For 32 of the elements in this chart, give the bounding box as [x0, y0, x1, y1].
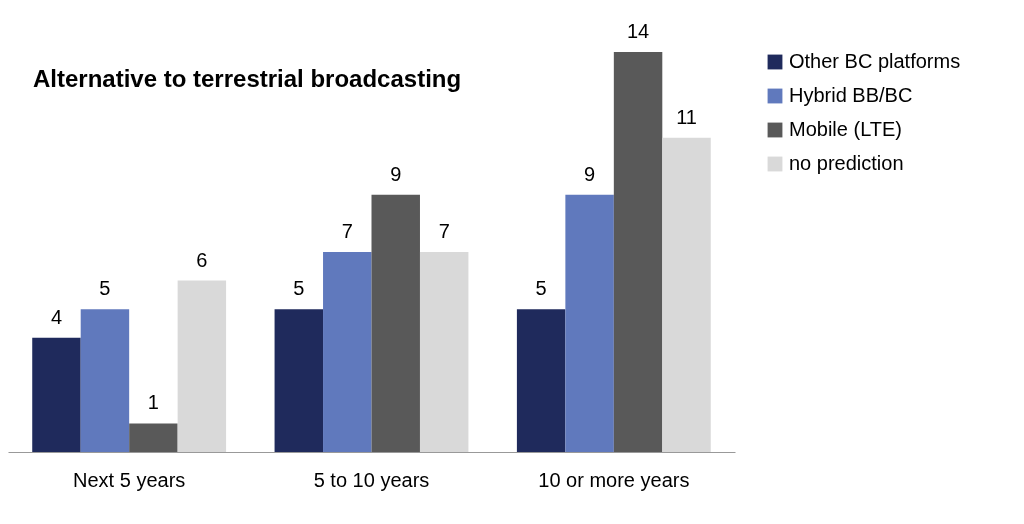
data-label: 9 [584, 162, 596, 185]
data-label: 6 [196, 248, 208, 271]
bar [80, 309, 130, 452]
legend-label: no prediction [789, 152, 904, 174]
bar [371, 194, 420, 452]
data-label: 7 [341, 220, 353, 242]
x-tick-label: Next 5 years [73, 468, 186, 491]
data-label: 14 [626, 20, 650, 42]
data-label: 4 [50, 305, 63, 328]
bar [32, 337, 81, 452]
bar [274, 309, 324, 452]
text: Alternative to terrestrial broadcasting [33, 65, 462, 92]
x-tick-label: 10 or more years [538, 468, 690, 491]
data-label: 5 [293, 277, 305, 300]
data-label: 1 [147, 391, 159, 414]
bar [516, 309, 566, 452]
bar [565, 194, 614, 452]
legend-label: Mobile (LTE) [789, 118, 902, 140]
bar [613, 52, 663, 452]
bar [177, 280, 227, 452]
bar [662, 137, 711, 452]
bar [419, 252, 469, 452]
bar [129, 423, 178, 452]
data-label: 9 [390, 162, 402, 185]
x-tick-label: 5 to 10 years [313, 468, 430, 491]
bar [323, 252, 372, 452]
data-label: 11 [676, 105, 697, 128]
legend-label: Hybrid BB/BC [789, 84, 913, 106]
legend-label: Other BC platforms [789, 50, 961, 72]
data-label: 7 [438, 220, 450, 242]
data-label: 5 [535, 277, 547, 300]
data-label: 5 [99, 277, 111, 300]
